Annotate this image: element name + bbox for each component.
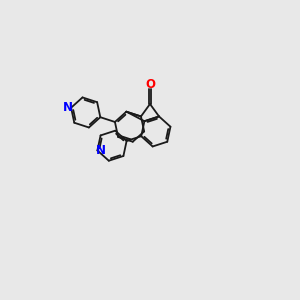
- Text: N: N: [96, 144, 106, 157]
- Text: N: N: [62, 101, 72, 114]
- Text: O: O: [145, 77, 155, 91]
